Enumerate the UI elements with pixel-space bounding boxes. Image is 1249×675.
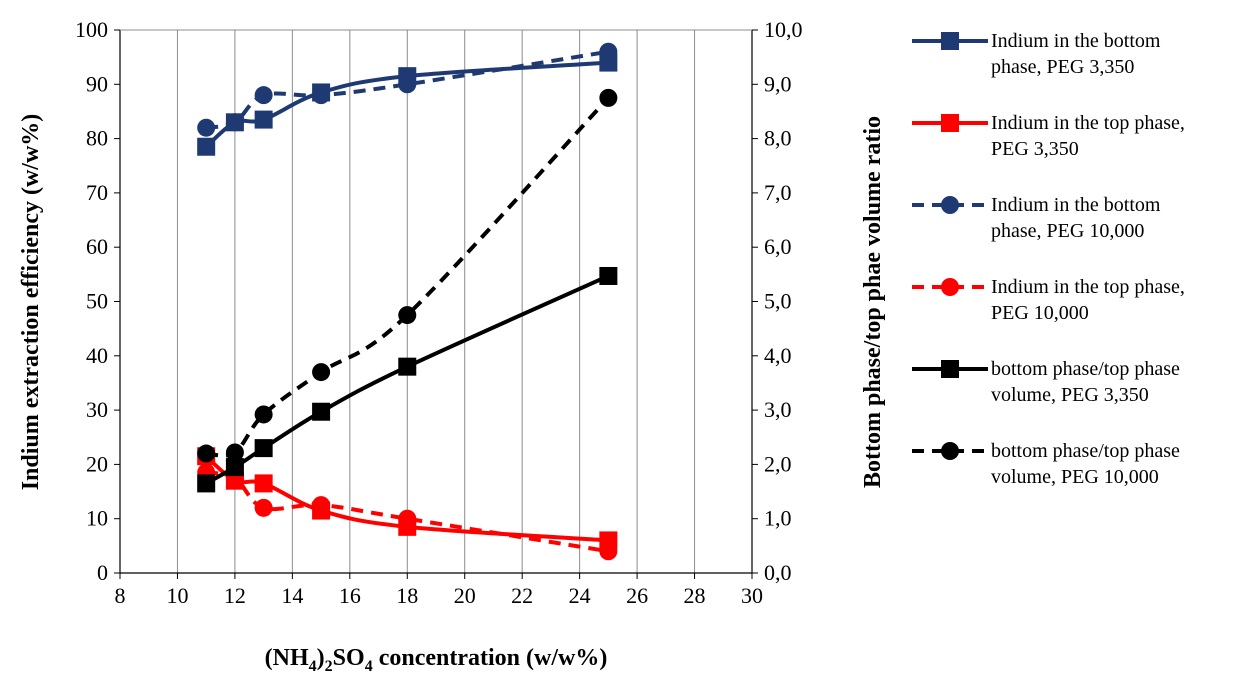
- y-tick-label: 80: [86, 126, 108, 151]
- legend-label: Indium in the bottom: [991, 30, 1161, 52]
- x-tick-label: 8: [115, 583, 126, 608]
- y-tick-label: 60: [86, 234, 108, 259]
- data-point: [398, 75, 417, 94]
- legend-label: volume, PEG 10,000: [991, 466, 1159, 488]
- data-point: [599, 542, 618, 561]
- data-point: [254, 474, 273, 493]
- legend-marker: [941, 360, 959, 378]
- data-point: [225, 458, 244, 477]
- y-tick-label: 20: [86, 451, 108, 476]
- y-tick-label: 10: [86, 506, 108, 531]
- legend-marker: [941, 442, 959, 460]
- data-point: [254, 439, 273, 458]
- legend-marker: [941, 114, 959, 132]
- x-tick-label: 16: [339, 583, 361, 608]
- data-point: [254, 498, 273, 517]
- legend-label: Indium in the top phase,: [991, 112, 1185, 134]
- data-point: [599, 88, 618, 107]
- legend-label: phase, PEG 10,000: [991, 220, 1144, 242]
- y2-tick-label: 7,0: [764, 180, 792, 205]
- data-point: [312, 86, 331, 105]
- x-axis-title: (NH4)2SO4 concentration (w/w%): [265, 645, 608, 675]
- legend-label: phase, PEG 3,350: [991, 56, 1134, 78]
- axes: 8 10 12 14 16 18 20 22 24 26 28 30 0 10 20 30 40 50 60 70 80…: [75, 17, 803, 608]
- x-tick-label: 28: [684, 583, 706, 608]
- y2-tick-label: 3,0: [764, 397, 792, 422]
- data-point: [599, 42, 618, 61]
- legend-entry: Indium in the bottom phase, PEG 3,350: [912, 30, 1161, 78]
- y2-tick-label: 6,0: [764, 234, 792, 259]
- legend-entry: bottom phase/top phase volume, PEG 10,000: [912, 440, 1180, 488]
- x-tick-label: 20: [454, 583, 476, 608]
- data-point: [197, 444, 216, 463]
- legend-entry: Indium in the top phase, PEG 3,350: [912, 112, 1185, 160]
- data-point: [254, 405, 273, 424]
- data-point: [312, 496, 331, 515]
- legend-marker: [941, 196, 959, 214]
- y2-tick-label: 9,0: [764, 71, 792, 96]
- series-3: [197, 42, 618, 137]
- y-tick-label: 70: [86, 180, 108, 205]
- legend-entry: Indium in the bottom phase, PEG 10,000: [912, 194, 1161, 242]
- data-point: [312, 402, 331, 421]
- data-point: [398, 306, 417, 325]
- legend-label: volume, PEG 3,350: [991, 384, 1149, 406]
- y2-tick-label: 8,0: [764, 126, 792, 151]
- x-tick-label: 14: [281, 583, 303, 608]
- y-tick-label: 50: [86, 289, 108, 314]
- y2-axis-title: Bottom phase/top phae volume ratio: [860, 116, 886, 488]
- x-tick-label: 22: [511, 583, 533, 608]
- legend-label: PEG 3,350: [991, 138, 1079, 160]
- series-layer: [197, 42, 618, 561]
- legend-entry: Indium in the top phase, PEG 10,000: [912, 276, 1185, 324]
- legend-marker: [941, 32, 959, 50]
- y2-tick-label: 0,0: [764, 560, 792, 585]
- y-tick-label: 0: [97, 560, 108, 585]
- data-point: [312, 363, 331, 382]
- y-tick-label: 90: [86, 71, 108, 96]
- data-point: [599, 266, 618, 285]
- x-tick-label: 26: [626, 583, 648, 608]
- data-point: [398, 357, 417, 376]
- y2-tick-label: 1,0: [764, 506, 792, 531]
- x-tick-label: 24: [569, 583, 591, 608]
- legend-label: Indium in the bottom: [991, 194, 1161, 216]
- y-tick-label: 40: [86, 343, 108, 368]
- y2-tick-label: 2,0: [764, 451, 792, 476]
- y-axis-title: Indium extraction efficiency (w/w%): [18, 114, 44, 491]
- data-point: [197, 118, 216, 137]
- data-point: [225, 443, 244, 462]
- y2-tick-label: 5,0: [764, 289, 792, 314]
- legend-label: bottom phase/top phase: [991, 440, 1180, 462]
- data-point: [254, 86, 273, 105]
- y-tick-label: 30: [86, 397, 108, 422]
- data-point: [197, 474, 216, 493]
- y2-tick-label: 4,0: [764, 343, 792, 368]
- legend-label: bottom phase/top phase: [991, 358, 1180, 380]
- x-tick-label: 18: [396, 583, 418, 608]
- legend-label: PEG 10,000: [991, 302, 1089, 324]
- y2-tick-label: 10,0: [764, 17, 803, 42]
- series-6: [197, 88, 618, 463]
- legend-entry: bottom phase/top phase volume, PEG 3,350: [912, 358, 1180, 406]
- data-point: [197, 137, 216, 156]
- legend-marker: [941, 278, 959, 296]
- data-point: [225, 113, 244, 132]
- data-point: [254, 110, 273, 129]
- x-tick-label: 10: [166, 583, 188, 608]
- data-point: [398, 509, 417, 528]
- x-tick-label: 12: [224, 583, 246, 608]
- y-tick-label: 100: [75, 17, 108, 42]
- series-5: [197, 266, 618, 493]
- x-tick-label: 30: [741, 583, 763, 608]
- legend-label: Indium in the top phase,: [991, 276, 1185, 298]
